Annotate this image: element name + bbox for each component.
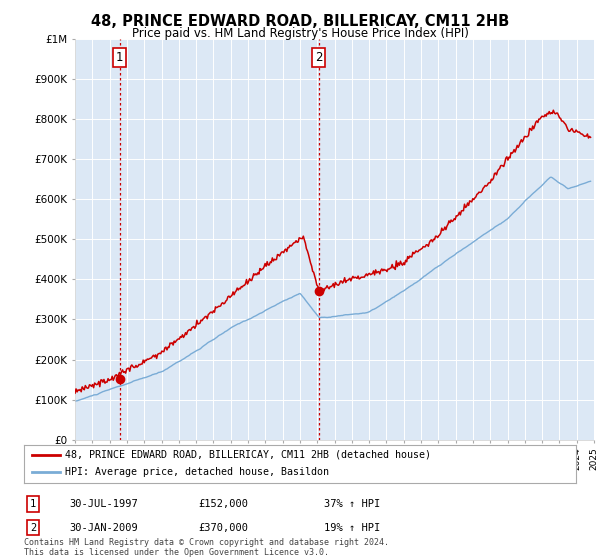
Text: 1: 1: [30, 499, 36, 509]
Text: HPI: Average price, detached house, Basildon: HPI: Average price, detached house, Basi…: [65, 468, 329, 478]
Text: £152,000: £152,000: [198, 499, 248, 509]
Text: 37% ↑ HPI: 37% ↑ HPI: [324, 499, 380, 509]
Text: 2: 2: [30, 522, 36, 533]
Text: 48, PRINCE EDWARD ROAD, BILLERICAY, CM11 2HB (detached house): 48, PRINCE EDWARD ROAD, BILLERICAY, CM11…: [65, 450, 431, 460]
Text: 2: 2: [315, 51, 322, 64]
Text: 30-JUL-1997: 30-JUL-1997: [69, 499, 138, 509]
Text: Contains HM Land Registry data © Crown copyright and database right 2024.
This d: Contains HM Land Registry data © Crown c…: [24, 538, 389, 557]
Text: £370,000: £370,000: [198, 522, 248, 533]
Text: 48, PRINCE EDWARD ROAD, BILLERICAY, CM11 2HB: 48, PRINCE EDWARD ROAD, BILLERICAY, CM11…: [91, 14, 509, 29]
Text: 30-JAN-2009: 30-JAN-2009: [69, 522, 138, 533]
Text: 1: 1: [116, 51, 124, 64]
Text: Price paid vs. HM Land Registry's House Price Index (HPI): Price paid vs. HM Land Registry's House …: [131, 27, 469, 40]
Text: 19% ↑ HPI: 19% ↑ HPI: [324, 522, 380, 533]
